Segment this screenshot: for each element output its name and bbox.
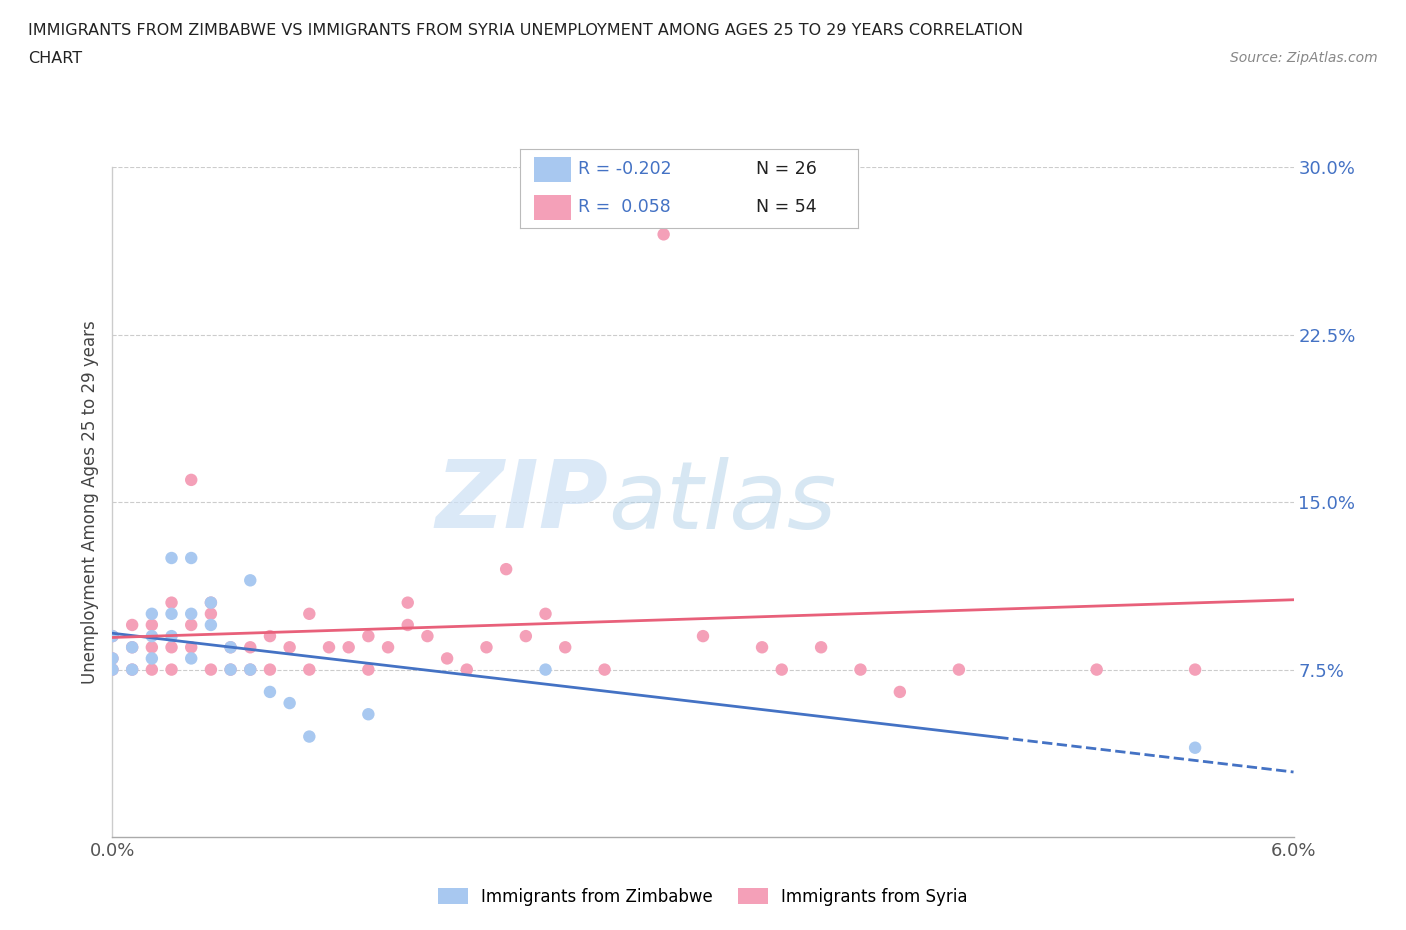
Point [219, 662, 242, 677]
Point [180, 618, 202, 632]
Point [101, 662, 124, 677]
Point [180, 640, 202, 655]
Point [770, 662, 793, 677]
Point [1085, 662, 1108, 677]
Text: N = 26: N = 26 [756, 160, 817, 179]
Point [121, 640, 143, 655]
Point [219, 662, 242, 677]
Point [436, 651, 458, 666]
Point [200, 662, 222, 677]
Point [121, 640, 143, 655]
Point [396, 595, 419, 610]
Point [160, 662, 183, 677]
Point [534, 606, 557, 621]
Point [259, 684, 281, 699]
Point [357, 707, 380, 722]
Point [298, 606, 321, 621]
Point [239, 662, 262, 677]
Point [1184, 740, 1206, 755]
Point [416, 629, 439, 644]
Point [456, 662, 478, 677]
Point [318, 640, 340, 655]
Point [259, 629, 281, 644]
Point [337, 640, 360, 655]
Point [141, 651, 163, 666]
Point [396, 618, 419, 632]
Point [101, 662, 124, 677]
Point [180, 651, 202, 666]
Point [239, 662, 262, 677]
Text: IMMIGRANTS FROM ZIMBABWE VS IMMIGRANTS FROM SYRIA UNEMPLOYMENT AMONG AGES 25 TO : IMMIGRANTS FROM ZIMBABWE VS IMMIGRANTS F… [28, 23, 1024, 38]
Point [554, 640, 576, 655]
Point [160, 595, 183, 610]
Point [259, 662, 281, 677]
Point [948, 662, 970, 677]
Point [180, 472, 202, 487]
Point [219, 640, 242, 655]
Point [1184, 662, 1206, 677]
Point [141, 640, 163, 655]
Point [200, 606, 222, 621]
Point [160, 629, 183, 644]
Point [377, 640, 399, 655]
Text: ZIP: ZIP [436, 457, 609, 548]
Point [141, 618, 163, 632]
Point [889, 684, 911, 699]
Point [692, 629, 714, 644]
Point [534, 662, 557, 677]
Text: N = 54: N = 54 [756, 198, 817, 217]
Point [121, 662, 143, 677]
Point [278, 696, 301, 711]
Point [200, 595, 222, 610]
Point [160, 606, 183, 621]
Point [160, 640, 183, 655]
Point [141, 606, 163, 621]
Y-axis label: Unemployment Among Ages 25 to 29 years: Unemployment Among Ages 25 to 29 years [80, 320, 98, 684]
Point [475, 640, 498, 655]
Point [239, 640, 262, 655]
Point [160, 551, 183, 565]
Point [141, 662, 163, 677]
Point [593, 662, 616, 677]
Point [711, 205, 734, 219]
Point [200, 595, 222, 610]
Point [219, 640, 242, 655]
Point [121, 618, 143, 632]
Text: CHART: CHART [28, 51, 82, 66]
Text: Source: ZipAtlas.com: Source: ZipAtlas.com [1230, 51, 1378, 65]
Point [810, 640, 832, 655]
Legend: Immigrants from Zimbabwe, Immigrants from Syria: Immigrants from Zimbabwe, Immigrants fro… [432, 881, 974, 912]
Point [101, 651, 124, 666]
FancyBboxPatch shape [534, 194, 571, 220]
Text: R =  0.058: R = 0.058 [578, 198, 671, 217]
Point [652, 227, 675, 242]
Text: atlas: atlas [609, 457, 837, 548]
Point [357, 662, 380, 677]
Point [101, 629, 124, 644]
Text: R = -0.202: R = -0.202 [578, 160, 671, 179]
Point [278, 640, 301, 655]
Point [298, 662, 321, 677]
Point [101, 651, 124, 666]
Point [180, 606, 202, 621]
Point [101, 629, 124, 644]
Point [515, 629, 537, 644]
Point [180, 551, 202, 565]
Point [751, 640, 773, 655]
Point [357, 629, 380, 644]
Point [121, 662, 143, 677]
Point [298, 729, 321, 744]
Point [849, 662, 872, 677]
Point [200, 618, 222, 632]
Point [495, 562, 517, 577]
FancyBboxPatch shape [534, 157, 571, 182]
Point [141, 629, 163, 644]
Point [239, 573, 262, 588]
